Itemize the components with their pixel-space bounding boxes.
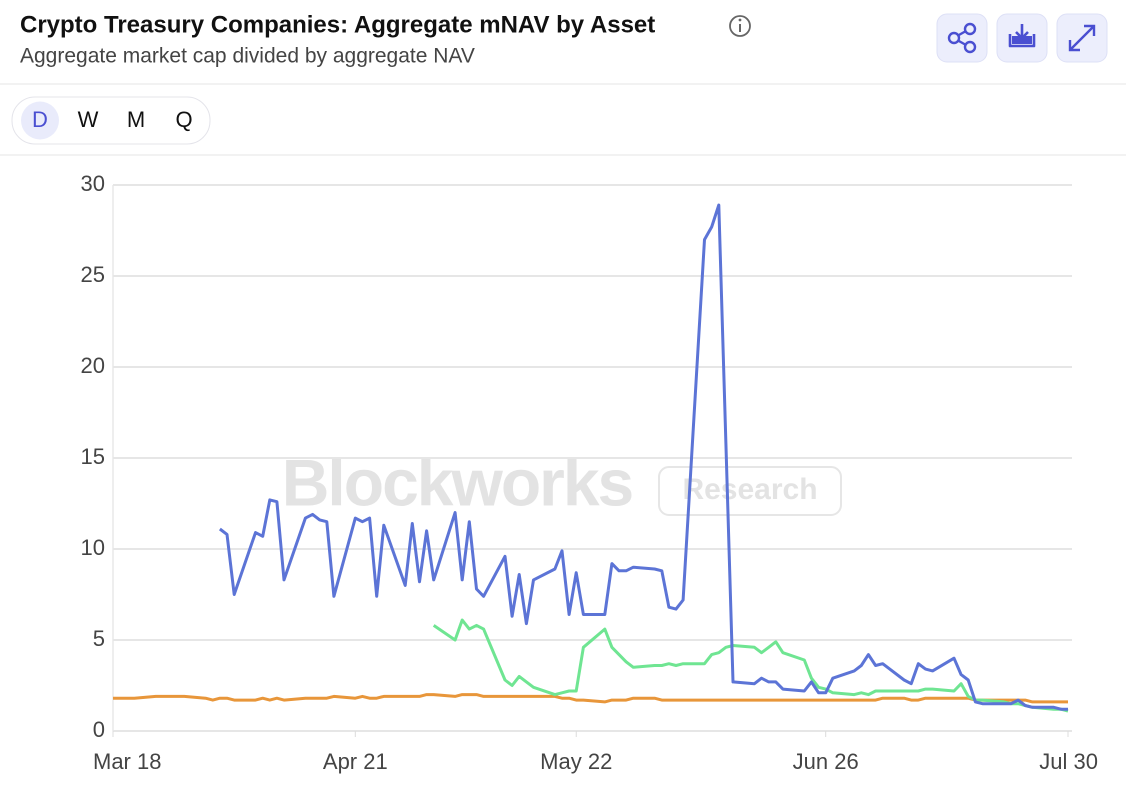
- x-tick-label: Jul 30: [1039, 749, 1098, 774]
- y-tick-label: 25: [81, 262, 105, 287]
- series-line: [432, 618, 1069, 713]
- watermark-tag: Research: [682, 473, 817, 506]
- period-button[interactable]: D: [32, 107, 48, 132]
- y-tick-label: 0: [93, 717, 105, 742]
- period-button[interactable]: W: [78, 107, 99, 132]
- info-icon[interactable]: [729, 15, 751, 37]
- watermark-brand: Blockworks: [282, 445, 632, 519]
- y-tick-label: 15: [81, 444, 105, 469]
- period-button[interactable]: Q: [175, 107, 192, 132]
- download-button[interactable]: [996, 13, 1048, 63]
- x-tick-label: Apr 21: [323, 749, 388, 774]
- period-toggle: [11, 96, 211, 145]
- series-line: [218, 203, 1068, 711]
- y-tick-label: 20: [81, 353, 105, 378]
- chart-title: Crypto Treasury Companies: Aggregate mNA…: [20, 11, 655, 38]
- share-button[interactable]: [936, 13, 988, 63]
- chart-subtitle: Aggregate market cap divided by aggregat…: [20, 45, 475, 68]
- period-button[interactable]: M: [127, 107, 145, 132]
- y-tick-label: 5: [93, 626, 105, 651]
- y-tick-label: 30: [81, 171, 105, 196]
- x-tick-label: Mar 18: [93, 749, 161, 774]
- x-tick-label: May 22: [540, 749, 612, 774]
- y-tick-label: 10: [81, 535, 105, 560]
- period-selected: [21, 101, 59, 140]
- x-tick-label: Jun 26: [793, 749, 859, 774]
- watermark-box: [658, 466, 842, 516]
- series-line: [113, 693, 1068, 704]
- expand-button[interactable]: [1056, 13, 1108, 63]
